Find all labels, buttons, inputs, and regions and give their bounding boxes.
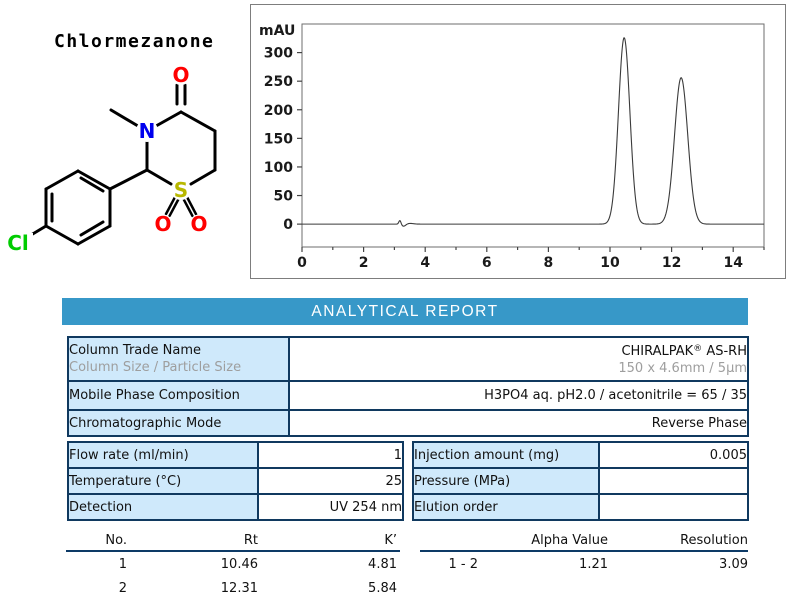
pressure-label-cell: Pressure (MPa) <box>412 467 600 495</box>
atom-label-halos <box>3 65 209 254</box>
column-trade-name-label-cell: Column Trade Name Column Size / Particle… <box>67 336 290 382</box>
temperature-label-cell: Temperature (°C) <box>67 467 259 495</box>
x-tick-label: 4 <box>420 255 430 271</box>
alpha-value: 1.21 <box>579 556 608 572</box>
y-axis-unit-label: mAU <box>259 23 295 39</box>
column-name-value: CHIRALPAK® AS-RH <box>621 344 747 359</box>
atom-labels: O N S O O Cl <box>7 63 207 255</box>
x-tick-label: 6 <box>482 255 492 271</box>
mobile-phase-value-cell: H3PO4 aq. pH2.0 / acetonitrile = 65 / 35 <box>288 380 749 411</box>
peak-no: 1 <box>118 556 127 572</box>
table-row: 1 10.46 4.81 <box>66 552 400 576</box>
table-row: Flow rate (ml/min) 1 <box>67 441 404 469</box>
col-header-resolution: Resolution <box>680 533 748 548</box>
temperature-value-cell: 25 <box>257 467 404 495</box>
y-tick-label: 200 <box>264 103 293 119</box>
col-header-rt: Rt <box>243 533 258 548</box>
peak-results-header-row: No. Rt K’ <box>66 530 400 548</box>
flow-rate-value-cell: 1 <box>257 441 404 469</box>
chromatographic-mode-value-cell: Reverse Phase <box>288 409 749 437</box>
ring-nitrogen-label: N <box>139 119 156 143</box>
detection-value-cell: UV 254 nm <box>257 493 404 521</box>
col-header-alpha: Alpha Value <box>531 533 608 548</box>
chromatogram-trace <box>302 37 764 227</box>
table-row: Detection UV 254 nm <box>67 493 404 521</box>
x-tick-label: 2 <box>359 255 369 271</box>
parameters-table-left: Flow rate (ml/min) 1 Temperature (°C) 25… <box>67 441 404 521</box>
col-header-k: K’ <box>384 533 397 548</box>
carbonyl-oxygen-label: O <box>172 63 189 87</box>
label-text: Column Trade Name <box>69 343 201 358</box>
table-row: 1 - 2 1.21 3.09 <box>420 552 749 576</box>
plot-area <box>301 23 765 248</box>
table-row: Elution order <box>412 493 749 521</box>
column-info-table: Column Trade Name Column Size / Particle… <box>67 336 749 437</box>
table-row: 2 12.31 5.84 <box>66 576 400 598</box>
peak-k: 5.84 <box>368 580 397 596</box>
y-tick-label: 250 <box>264 74 293 90</box>
x-tick-label: 14 <box>723 255 743 271</box>
detection-label-cell: Detection <box>67 493 259 521</box>
table-row: Pressure (MPa) <box>412 467 749 495</box>
sulfone-double-bonds <box>164 195 198 218</box>
elution-order-value-cell <box>598 493 749 521</box>
label-subtext: Column Size / Particle Size <box>69 360 242 375</box>
elution-order-label-cell: Elution order <box>412 493 600 521</box>
separation-header-row: Alpha Value Resolution <box>420 530 748 548</box>
chromatogram-panel: 0 50 100 150 200 250 300 0 2 4 6 8 10 12 14 mAU <box>250 4 786 279</box>
injection-amount-value-cell: 0.005 <box>598 441 749 469</box>
peak-rt: 10.46 <box>220 556 258 572</box>
pressure-value-cell <box>598 467 749 495</box>
table-row: Column Trade Name Column Size / Particle… <box>67 336 749 382</box>
table-row: Mobile Phase Composition H3PO4 aq. pH2.0… <box>67 380 749 411</box>
table-row: Temperature (°C) 25 <box>67 467 404 495</box>
sulfone-oxygen-left-label: O <box>154 212 171 236</box>
peak-k: 4.81 <box>368 556 397 572</box>
y-tick-label: 150 <box>264 131 293 147</box>
y-tick-label: 100 <box>264 160 293 176</box>
x-tick-label: 10 <box>600 255 620 271</box>
header-rule <box>420 550 748 552</box>
table-row: Chromatographic Mode Reverse Phase <box>67 409 749 437</box>
registered-mark: ® <box>693 344 703 354</box>
x-tick-label: 8 <box>544 255 554 271</box>
report-banner: ANALYTICAL REPORT <box>62 298 748 325</box>
resolution-value: 3.09 <box>719 556 748 572</box>
peak-rt: 12.31 <box>220 580 258 596</box>
bond-group <box>29 83 217 246</box>
chromatographic-mode-label-cell: Chromatographic Mode <box>67 409 290 437</box>
column-trade-name-value-cell: CHIRALPAK® AS-RH 150 x 4.6mm / 5µm <box>288 336 749 382</box>
peak-results-table: No. Rt K’ 1 10.46 4.81 2 12.31 5.84 <box>66 530 400 598</box>
chlorine-label: Cl <box>7 231 29 255</box>
molecule-title: Chlormezanone <box>54 31 215 52</box>
header-rule <box>66 550 400 552</box>
x-tick-label: 12 <box>662 255 681 271</box>
y-tick-label: 50 <box>274 189 294 205</box>
column-size-value: 150 x 4.6mm / 5µm <box>618 361 747 376</box>
y-tick-label: 300 <box>264 46 293 62</box>
molecule-structure: O N S O O Cl <box>3 63 217 255</box>
flow-rate-label-cell: Flow rate (ml/min) <box>67 441 259 469</box>
chromatogram-svg: 0 50 100 150 200 250 300 0 2 4 6 8 10 12 14 mAU <box>259 23 765 271</box>
peak-no: 2 <box>118 580 127 596</box>
injection-amount-label-cell: Injection amount (mg) <box>412 441 600 469</box>
parameters-table-right: Injection amount (mg) 0.005 Pressure (MP… <box>412 441 749 521</box>
col-header-no: No. <box>105 533 127 548</box>
separation-results-table: Alpha Value Resolution 1 - 2 1.21 3.09 <box>420 530 748 576</box>
peak-pair: 1 - 2 <box>448 556 479 572</box>
report-banner-title: ANALYTICAL REPORT <box>311 302 499 320</box>
y-tick-label: 0 <box>283 217 293 233</box>
mobile-phase-label-cell: Mobile Phase Composition <box>67 380 290 411</box>
x-tick-label: 0 <box>297 255 307 271</box>
sulfone-oxygen-right-label: O <box>190 212 207 236</box>
table-row: Injection amount (mg) 0.005 <box>412 441 749 469</box>
ring-sulfur-label: S <box>174 178 188 202</box>
